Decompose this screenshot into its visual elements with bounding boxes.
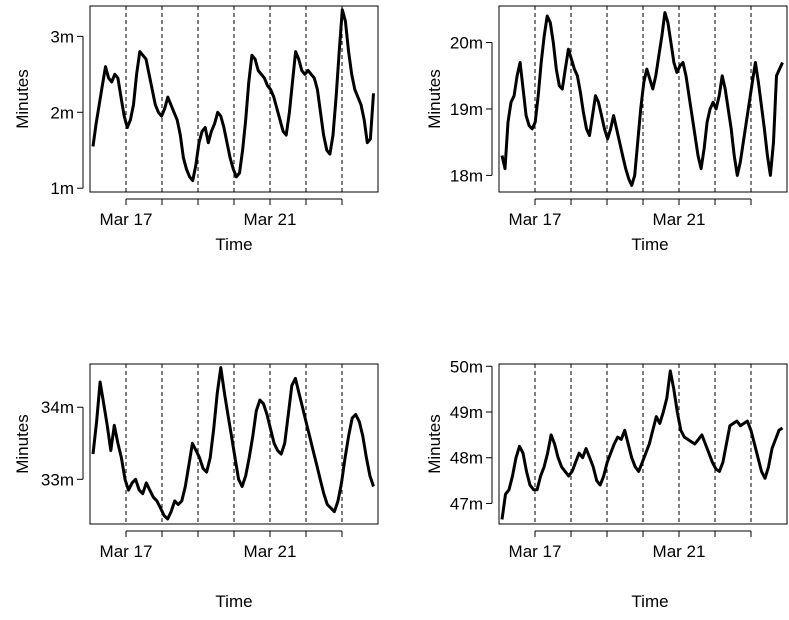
panel-4-x-tick-label-2: Mar 21: [653, 542, 706, 561]
panel-3-x-tick-label-1: Mar 17: [100, 542, 153, 561]
panel-2-x-tick-label-1: Mar 17: [509, 210, 562, 229]
panel-4-y-axis-title: Minutes: [425, 414, 444, 474]
panel-4-x-axis-title: Time: [631, 592, 668, 611]
panel-2-y-axis-title: Minutes: [425, 69, 444, 129]
panel-3-x-tick-label-2: Mar 21: [244, 542, 297, 561]
panel-4-y-tick-label-3: 49m: [450, 403, 483, 422]
panel-4-x-tick-label-1: Mar 17: [509, 542, 562, 561]
panel-1-x-tick-label-1: Mar 17: [100, 210, 153, 229]
panel-2-x-tick-label-2: Mar 21: [653, 210, 706, 229]
panel-4-y-tick-label-4: 50m: [450, 357, 483, 376]
panel-1-series-line: [91, 8, 375, 183]
panel-1-y-tick-label-2: 2m: [50, 103, 74, 122]
panel-3-y-tick-label-1: 33m: [41, 470, 74, 489]
panel-1-y-axis-title: Minutes: [13, 69, 32, 129]
panel-4-y-tick-label-2: 48m: [450, 449, 483, 468]
panel-4-series-line: [500, 369, 784, 520]
panel-2-y-tick-label-2: 19m: [450, 100, 483, 119]
panel-4-y-tick-label-1: 47m: [450, 494, 483, 513]
panel-2-y-tick-label-1: 18m: [450, 166, 483, 185]
panel-3-x-axis-title: Time: [215, 592, 252, 611]
panel-1-y-tick-label-3: 3m: [50, 27, 74, 46]
panel-3-series-line: [91, 366, 375, 521]
panel-1-y-tick-label-1: 1m: [50, 179, 74, 198]
panel-2-x-axis-title: Time: [631, 235, 668, 254]
panel-2-series-line: [500, 11, 784, 187]
panel-1-x-axis-title: Time: [215, 235, 252, 254]
panel-3-y-axis-title: Minutes: [13, 414, 32, 474]
panel-3-y-tick-label-2: 34m: [41, 398, 74, 417]
panel-2-y-tick-label-3: 20m: [450, 34, 483, 53]
panel-1-x-tick-label-2: Mar 21: [244, 210, 297, 229]
